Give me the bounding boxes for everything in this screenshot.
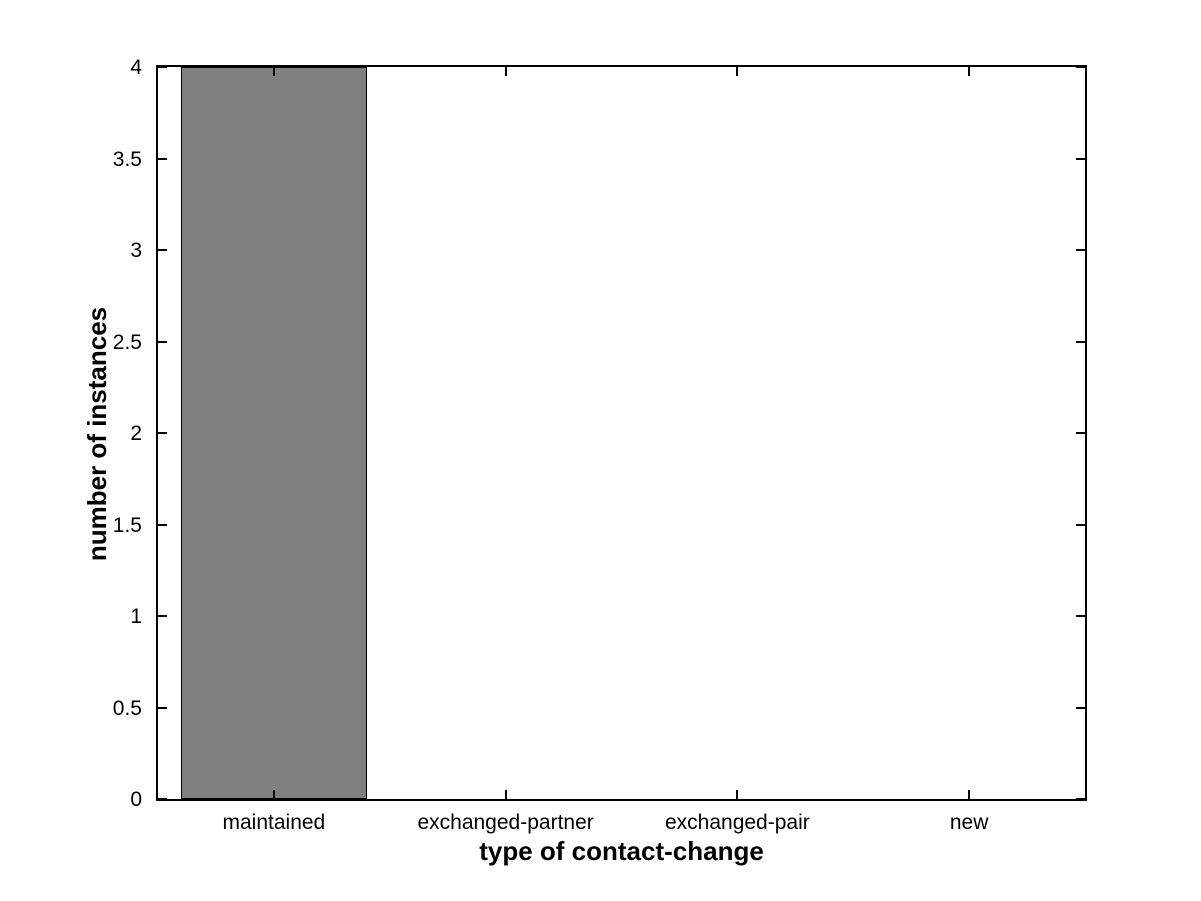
- x-tick-mark: [736, 67, 739, 76]
- y-tick-mark: [158, 249, 167, 251]
- x-tick-mark: [504, 790, 507, 799]
- x-tick-mark: [968, 790, 971, 799]
- y-tick-mark: [1076, 66, 1085, 68]
- x-axis-label: type of contact-change: [479, 836, 764, 866]
- y-tick-label: 3: [130, 239, 142, 262]
- y-tick-mark: [158, 340, 167, 343]
- y-tick-label: 0.5: [112, 696, 142, 720]
- y-tick-label: 0: [130, 788, 142, 811]
- y-tick-mark: [1076, 432, 1085, 434]
- y-tick-mark: [1076, 249, 1085, 251]
- y-tick-mark: [158, 706, 167, 709]
- y-tick-mark: [1076, 615, 1085, 617]
- y-tick-mark: [1076, 523, 1085, 526]
- y-tick-mark: [158, 615, 167, 617]
- x-tick-mark: [736, 790, 739, 799]
- y-tick-mark: [158, 432, 167, 434]
- x-tick-mark: [272, 67, 275, 76]
- x-tick-label: exchanged-pair: [664, 811, 810, 834]
- y-tick-label: 2: [130, 422, 142, 445]
- y-tick-label: 1.5: [112, 513, 142, 537]
- y-tick-label: 1: [130, 605, 142, 628]
- y-tick-mark: [1076, 798, 1085, 800]
- y-tick-mark: [158, 798, 167, 800]
- y-tick-mark: [158, 157, 167, 160]
- y-tick-label: 4: [130, 56, 142, 79]
- x-tick-mark: [504, 67, 507, 76]
- x-tick-mark: [272, 790, 275, 799]
- y-tick-mark: [1076, 706, 1085, 709]
- y-tick-mark: [158, 66, 167, 68]
- bar-maintained: [181, 67, 367, 799]
- plot-area: [156, 65, 1087, 801]
- y-tick-mark: [158, 523, 167, 526]
- y-tick-mark: [1076, 340, 1085, 343]
- y-tick-label: 3.5: [112, 147, 142, 171]
- y-tick-mark: [1076, 157, 1085, 160]
- x-tick-label: maintained: [222, 811, 326, 834]
- y-axis-label: number of instances: [82, 306, 112, 562]
- x-tick-mark: [968, 67, 971, 76]
- x-tick-label: new: [949, 811, 989, 834]
- x-tick-label: exchanged-partner: [417, 811, 594, 834]
- y-tick-label: 2.5: [112, 330, 142, 354]
